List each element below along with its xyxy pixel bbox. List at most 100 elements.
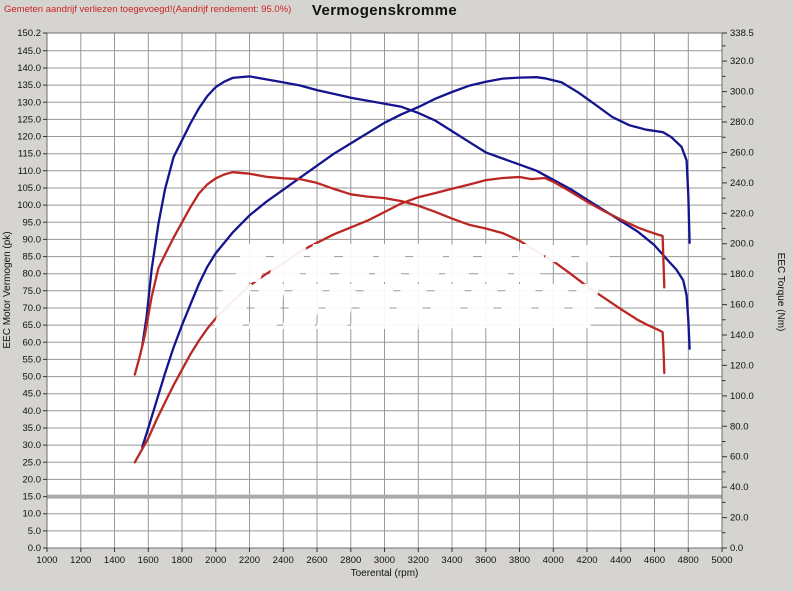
y-left-tick-label: 110.0	[18, 166, 41, 177]
watermark-stroke	[418, 316, 441, 329]
watermark-stroke	[268, 244, 307, 282]
y-right-tick-label: 40.0	[730, 482, 749, 493]
y-left-tick-label: 60.0	[23, 337, 42, 348]
watermark-stroke	[384, 316, 407, 329]
y-left-tick-label: 75.0	[23, 286, 42, 297]
y-left-tick-label: 5.0	[28, 526, 41, 537]
watermark-stroke	[316, 316, 339, 329]
x-tick-label: 1800	[171, 555, 192, 566]
y-right-tick-label: 240.0	[730, 178, 754, 189]
y-left-tick-label: 100.0	[17, 200, 41, 211]
x-tick-label: 3400	[441, 555, 462, 566]
watermark-stroke	[443, 244, 476, 282]
watermark-stroke	[452, 316, 475, 329]
x-tick-label: 2600	[306, 555, 327, 566]
y-left-tick-label: 130.0	[17, 97, 41, 108]
x-tick-label: 4800	[678, 555, 699, 566]
x-tick-label: 2400	[273, 555, 294, 566]
y-right-tick-label: 200.0	[730, 239, 754, 250]
y-right-tick-label: 280.0	[730, 117, 754, 128]
y-right-tick-label: 320.0	[730, 56, 754, 67]
watermark-stroke	[304, 244, 337, 282]
y-left-tick-label: 0.0	[28, 543, 41, 554]
x-tick-label: 4000	[543, 555, 564, 566]
watermark-stroke	[578, 245, 612, 262]
watermark-stroke	[486, 316, 509, 329]
y-right-tick-label: 260.0	[730, 147, 754, 158]
y-left-tick-label: 140.0	[17, 63, 41, 74]
watermark-stroke	[282, 316, 305, 329]
x-tick-label: 2200	[239, 555, 260, 566]
y-right-tick-label: 160.0	[730, 300, 754, 311]
curve-red-power	[133, 175, 666, 464]
y-left-tick-label: 105.0	[17, 183, 41, 194]
y-left-tick-label: 150.2	[17, 28, 41, 39]
x-tick-label: 5000	[711, 555, 732, 566]
y-left-tick-label: 10.0	[23, 509, 42, 520]
y-right-tick-label: 220.0	[730, 208, 754, 219]
curve-red-torque	[133, 171, 666, 376]
y-left-tick-label: 15.0	[23, 492, 42, 503]
watermark-stroke	[214, 284, 252, 328]
page-title: Vermogenskromme	[311, 2, 458, 19]
y-left-tick-label: 125.0	[17, 114, 41, 125]
y-right-tick-label: 100.0	[730, 391, 754, 402]
y-left-tick-label: 95.0	[23, 217, 42, 228]
y-right-tick-label: 338.5	[730, 28, 754, 39]
watermark-stroke	[476, 244, 515, 282]
curve-blue-torque	[141, 75, 691, 350]
y-left-tick-label: 50.0	[23, 372, 42, 383]
x-tick-label: 2800	[340, 555, 361, 566]
watermark-stroke	[512, 244, 547, 282]
y-right-tick-label: 300.0	[730, 87, 754, 98]
x-tick-label: 4200	[576, 555, 597, 566]
y-right-axis-title: EEC Torque (Nm)	[775, 253, 786, 332]
y-left-tick-label: 20.0	[23, 474, 42, 485]
watermark-stroke	[234, 244, 269, 282]
x-tick-label: 3800	[509, 555, 530, 566]
y-left-tick-label: 35.0	[23, 423, 42, 434]
y-left-tick-label: 25.0	[23, 457, 42, 468]
watermark-stroke	[544, 245, 574, 262]
x-tick-label: 1600	[138, 555, 159, 566]
watermark-stroke	[520, 316, 543, 329]
x-tick-label: 2000	[205, 555, 226, 566]
y-right-tick-label: 140.0	[730, 330, 754, 341]
x-tick-label: 1200	[70, 555, 91, 566]
y-right-tick-label: 20.0	[730, 513, 749, 524]
y-left-axis-title: EEC Motor Vermogen (pk)	[2, 231, 13, 348]
y-left-tick-label: 135.0	[17, 80, 41, 91]
y-right-tick-label: 0.0	[730, 543, 743, 554]
y-left-tick-label: 45.0	[23, 389, 42, 400]
watermark-stroke	[554, 316, 577, 329]
y-left-tick-label: 115.0	[18, 149, 41, 160]
y-left-tick-label: 120.0	[17, 132, 41, 143]
y-left-tick-label: 40.0	[23, 406, 42, 417]
x-tick-label: 3000	[374, 555, 395, 566]
y-left-tick-label: 30.0	[23, 440, 42, 451]
y-left-tick-label: 145.0	[17, 46, 41, 57]
y-left-tick-label: 65.0	[23, 320, 42, 331]
y-right-tick-label: 120.0	[730, 360, 754, 371]
y-right-tick-label: 180.0	[730, 269, 754, 280]
watermark-stroke	[350, 316, 373, 329]
y-left-tick-label: 90.0	[23, 234, 42, 245]
axis-ticks	[43, 32, 727, 552]
watermark-stroke	[337, 244, 376, 282]
watermark-stroke	[407, 244, 446, 282]
y-left-tick-label: 80.0	[23, 269, 42, 280]
watermark	[214, 244, 612, 329]
x-tick-label: 1000	[36, 555, 57, 566]
x-tick-label: 4600	[644, 555, 665, 566]
y-left-tick-label: 85.0	[23, 252, 42, 263]
x-tick-label: 1400	[104, 555, 125, 566]
watermark-stroke	[373, 244, 408, 282]
x-tick-label: 4400	[610, 555, 631, 566]
watermark-stroke	[248, 316, 271, 329]
y-right-tick-label: 60.0	[730, 452, 749, 463]
x-tick-label: 3600	[475, 555, 496, 566]
correction-note: Gemeten aandrijf verliezen toegevoegd!(A…	[4, 4, 292, 15]
x-axis-title: Toerental (rpm)	[351, 568, 419, 579]
